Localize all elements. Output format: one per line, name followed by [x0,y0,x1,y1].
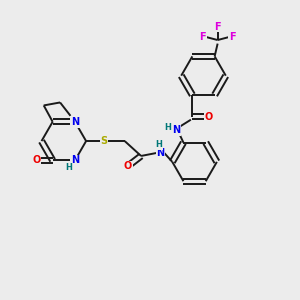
Text: H: H [155,140,162,149]
Text: S: S [100,136,107,146]
Text: N: N [71,155,79,165]
Text: F: F [229,32,236,42]
Text: H: H [66,163,72,172]
Text: N: N [71,117,79,127]
Text: N: N [156,148,164,158]
Text: N: N [172,125,180,135]
Text: O: O [32,155,41,165]
Text: F: F [214,22,221,32]
Text: F: F [200,32,206,42]
Text: H: H [164,123,171,132]
Text: O: O [205,112,213,122]
Text: O: O [124,161,132,171]
